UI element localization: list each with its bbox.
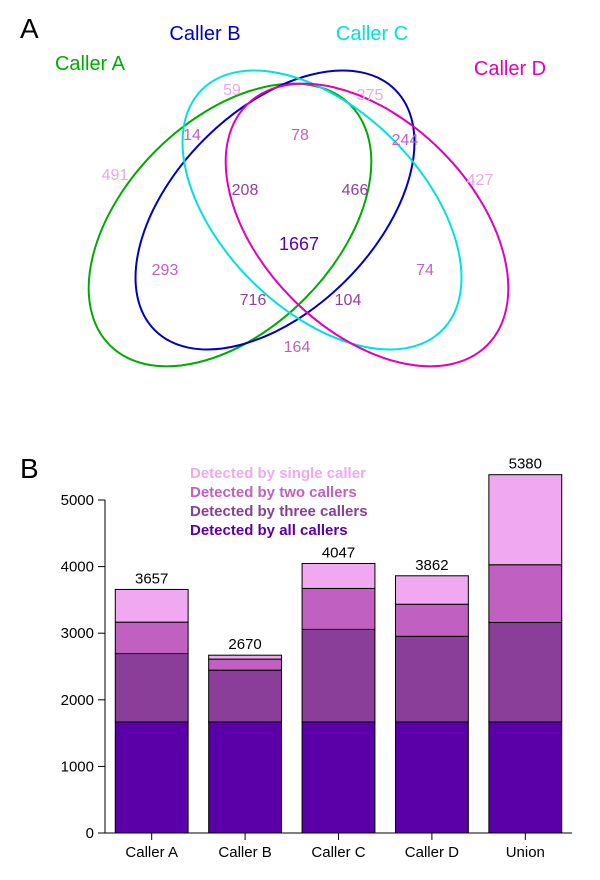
bar-segment-all4 bbox=[395, 722, 468, 833]
legend-item-label: Detected by three callers bbox=[190, 503, 368, 520]
y-tick-label: 1000 bbox=[61, 758, 94, 775]
venn-value-ad: 164 bbox=[284, 339, 311, 356]
bar-segment-two bbox=[489, 565, 562, 623]
venn-value-abc: 208 bbox=[232, 182, 259, 199]
category-label: Caller A bbox=[125, 844, 178, 861]
venn-ellipse-c bbox=[131, 19, 513, 401]
bar-segment-three bbox=[489, 622, 562, 722]
bar-segment-two bbox=[395, 604, 468, 636]
venn-ellipse-label-c: Caller C bbox=[336, 23, 408, 45]
panel-label-b: B bbox=[20, 453, 39, 484]
venn-ellipse-label-b: Caller B bbox=[169, 23, 240, 45]
bar-segment-two bbox=[115, 622, 188, 653]
bar-segment-two bbox=[209, 659, 282, 670]
venn-value-ab: 14 bbox=[183, 127, 201, 144]
venn-diagram: Caller A Caller B Caller C Caller D 491 59 375… bbox=[36, 19, 562, 419]
y-tick-label: 2000 bbox=[61, 692, 94, 709]
venn-ellipse-label-d: Caller D bbox=[474, 58, 546, 80]
bar-total-label: 3657 bbox=[135, 570, 168, 587]
legend: Detected by single caller Detected by two… bbox=[190, 465, 368, 539]
bar-segment-all4 bbox=[115, 722, 188, 833]
bar-segment-single bbox=[209, 655, 282, 659]
category-label: Caller C bbox=[311, 844, 365, 861]
bar-segment-three bbox=[302, 629, 375, 722]
y-tick-label: 3000 bbox=[61, 625, 94, 642]
bar-segment-single bbox=[302, 563, 375, 588]
y-tick-label: 0 bbox=[86, 825, 94, 842]
category-label: Caller D bbox=[405, 844, 459, 861]
category-label: Caller B bbox=[218, 844, 271, 861]
venn-value-d: 427 bbox=[467, 172, 494, 189]
venn-value-a: 491 bbox=[102, 167, 129, 184]
bar-segment-single bbox=[489, 475, 562, 565]
bar-segment-single bbox=[115, 589, 188, 622]
venn-value-bd: 74 bbox=[416, 262, 434, 279]
bar-segment-three bbox=[209, 670, 282, 722]
bar-segment-single bbox=[395, 576, 468, 604]
venn-value-bc: 78 bbox=[291, 127, 309, 144]
venn-value-b: 59 bbox=[223, 82, 241, 99]
bar-segment-all4 bbox=[209, 722, 282, 833]
bar-total-label: 4047 bbox=[322, 544, 355, 561]
y-tick-label: 4000 bbox=[61, 559, 94, 576]
legend-item-label: Detected by two callers bbox=[190, 484, 357, 501]
legend-item-label: Detected by all callers bbox=[190, 522, 348, 539]
venn-value-abcd: 1667 bbox=[279, 234, 319, 254]
category-label: Union bbox=[506, 844, 545, 861]
bar-total-label: 3862 bbox=[415, 557, 448, 574]
venn-value-cd: 244 bbox=[392, 132, 419, 149]
figure-svg: A B Caller A Caller B Caller C Caller D 491 59 3… bbox=[0, 0, 600, 880]
bar-segment-two bbox=[302, 588, 375, 629]
venn-value-ac: 293 bbox=[152, 262, 179, 279]
bar-total-label: 2670 bbox=[228, 636, 261, 653]
stacked-bar-chart: 0 1000 2000 3000 4000 5000 3657 Caller A 2670 Cal… bbox=[61, 456, 572, 861]
bar-total-label: 5380 bbox=[509, 456, 542, 473]
y-tick-label: 5000 bbox=[61, 492, 94, 509]
venn-value-abd: 104 bbox=[335, 292, 362, 309]
bar-segment-all4 bbox=[489, 722, 562, 833]
venn-value-c: 375 bbox=[357, 87, 384, 104]
venn-value-bcd: 466 bbox=[342, 182, 369, 199]
panel-label-a: A bbox=[20, 13, 39, 44]
venn-ellipse-b bbox=[84, 19, 466, 401]
bar-segment-three bbox=[115, 654, 188, 722]
venn-value-acd: 716 bbox=[240, 292, 267, 309]
venn-ellipse-label-a: Caller A bbox=[55, 53, 126, 75]
bar-segment-all4 bbox=[302, 722, 375, 833]
bar-segment-three bbox=[395, 636, 468, 722]
legend-item-label: Detected by single caller bbox=[190, 465, 366, 482]
